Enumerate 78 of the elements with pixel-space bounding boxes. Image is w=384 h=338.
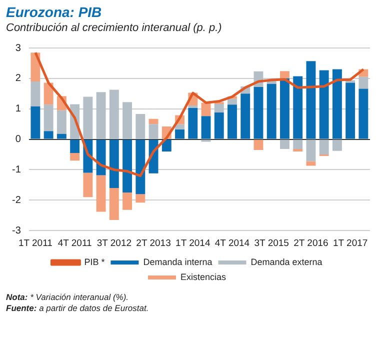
x-tick-label: 1T 2011: [18, 238, 52, 249]
y-tick-label: 1: [15, 104, 22, 115]
bar: [306, 61, 316, 139]
legend-label: PIB *: [84, 256, 106, 267]
bar: [96, 92, 106, 139]
bar: [240, 94, 250, 139]
bar: [136, 194, 146, 203]
bar: [293, 76, 303, 139]
bar: [201, 116, 211, 139]
bar: [228, 104, 237, 139]
y-tick-label: -1: [12, 164, 22, 176]
bar: [175, 130, 184, 139]
x-tick-label: 2T 2016: [294, 238, 328, 249]
bar: [228, 98, 237, 105]
y-tick-label: 3: [15, 42, 22, 54]
bar: [30, 106, 40, 139]
chart-title: Eurozona: PIB: [6, 4, 103, 20]
bar: [122, 140, 132, 193]
bar: [319, 140, 329, 155]
bar: [30, 81, 40, 106]
bar: [254, 140, 264, 150]
x-tick-label: 3T 2012: [96, 238, 132, 249]
bar: [148, 124, 158, 139]
bar: [109, 188, 119, 220]
bar: [358, 88, 368, 139]
bar: [280, 140, 290, 150]
bar: [214, 112, 224, 139]
bar: [214, 104, 224, 113]
bar: [122, 102, 132, 139]
bar: [306, 161, 316, 166]
bar: [44, 82, 54, 105]
y-tick-label: -2: [12, 194, 22, 206]
x-tick-label: 1T 2017: [332, 238, 368, 249]
bar: [83, 96, 93, 139]
chart-subtitle: Contribución al crecimiento interanual (p. p.): [6, 22, 223, 34]
bar: [293, 140, 303, 150]
bar: [109, 140, 119, 188]
bar: [70, 140, 80, 153]
bar: [280, 71, 290, 78]
y-tick-label: 2: [15, 73, 22, 84]
bar: [332, 140, 342, 151]
source-note: Fuente: a partir de datos de Eurostat.: [6, 303, 150, 314]
text: Nota: * Variación interanual (%).: [6, 292, 130, 303]
bar: [96, 175, 106, 212]
bar: [44, 131, 54, 139]
bar: [83, 172, 93, 198]
x-tick-label: 3T 2015: [254, 238, 289, 249]
legend-label: Demanda externa: [250, 256, 322, 267]
bar: [266, 84, 276, 139]
bar: [109, 90, 119, 139]
bar: [148, 118, 158, 124]
bar: [319, 70, 329, 139]
x-tick-label: 2T 2013: [136, 238, 171, 249]
bar: [56, 134, 66, 139]
bar: [266, 80, 276, 84]
bar: [162, 140, 172, 152]
bar: [346, 82, 356, 139]
bar: [136, 114, 146, 139]
legend-label: Existencias: [180, 272, 227, 282]
bar: [188, 108, 198, 139]
bar: [96, 140, 106, 176]
bar: [70, 152, 80, 161]
bar: [44, 104, 54, 132]
bar: [56, 110, 66, 134]
bar: [122, 192, 132, 210]
legend-label: Demanda interna: [143, 256, 212, 267]
x-tick-label: 4T 2011: [58, 238, 92, 249]
y-tick-label: 0: [15, 134, 22, 146]
bar: [136, 140, 146, 194]
bar: [358, 76, 368, 89]
y-tick-label: -3: [12, 225, 22, 236]
x-tick-label: 1T 2014: [176, 238, 210, 249]
bar: [280, 78, 290, 139]
bar: [332, 69, 342, 139]
bar: [254, 86, 264, 139]
bar: [175, 124, 184, 130]
x-tick-label: 4T 2014: [214, 238, 250, 249]
bar: [306, 140, 316, 162]
